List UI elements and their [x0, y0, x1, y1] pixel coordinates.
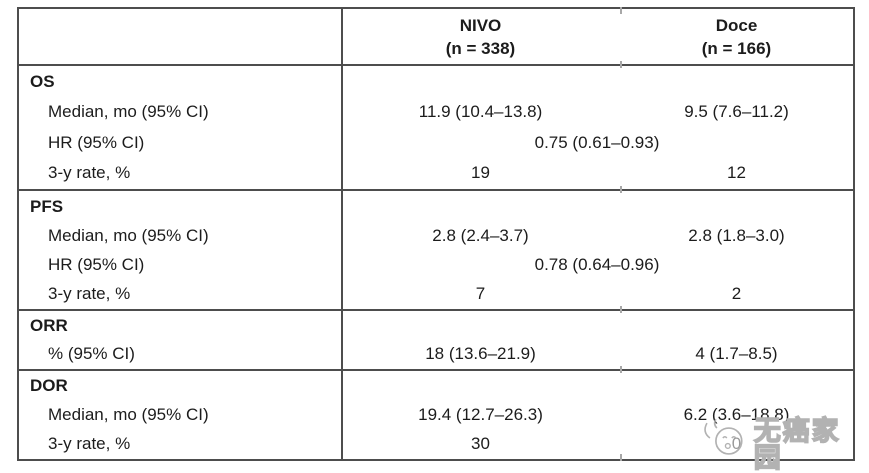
nivo-value: 19.4 (12.7–26.3) [418, 404, 543, 424]
nivo-value: 30 [471, 433, 490, 453]
section-pfs: PFS Median, mo (95% CI) 2.8 (2.4–3.7) 2.… [19, 189, 853, 309]
row-label: Median, mo (95% CI) [48, 102, 209, 122]
nivo-n: (n = 338) [445, 38, 516, 58]
table-row: Median, mo (95% CI) 11.9 (10.4–13.8) 9.5… [19, 102, 853, 122]
table-row: HR (95% CI) 0.75 (0.61–0.93) [19, 133, 853, 153]
nivo-value: 2.8 (2.4–3.7) [432, 225, 529, 245]
column-boundary-tick [620, 454, 622, 461]
section-os: OS Median, mo (95% CI) 11.9 (10.4–13.8) … [19, 64, 853, 189]
table-row: % (95% CI) 18 (13.6–21.9) 4 (1.7–8.5) [19, 344, 853, 364]
row-label: Median, mo (95% CI) [48, 225, 209, 245]
combined-value: 0.75 (0.61–0.93) [534, 132, 660, 152]
row-label: 3-y rate, % [48, 433, 131, 453]
column-boundary-tick [620, 61, 622, 68]
doce-value: 0 [731, 433, 742, 453]
doce-value: 12 [727, 162, 746, 182]
doce-name: Doce [715, 15, 758, 35]
table-row: PFS [19, 197, 853, 217]
section-title-orr: ORR [30, 316, 68, 335]
nivo-value: 7 [475, 283, 486, 303]
column-boundary-tick [620, 7, 622, 14]
combined-value: 0.78 (0.64–0.96) [534, 254, 660, 274]
nivo-name: NIVO [459, 15, 502, 35]
section-title-dor: DOR [30, 376, 68, 396]
results-table: NIVO (n = 338) Doce (n = 166) OS Median,… [17, 7, 855, 461]
column-boundary-tick [620, 186, 622, 193]
row-label: Median, mo (95% CI) [48, 404, 209, 424]
doce-value: 2 [731, 283, 742, 303]
doce-value: 6.2 (3.6–18.8) [683, 404, 790, 424]
row-label: HR (95% CI) [48, 254, 145, 274]
doce-value: 4 (1.7–8.5) [695, 344, 778, 363]
table-row: DOR [19, 376, 853, 396]
row-label: HR (95% CI) [48, 132, 145, 152]
table-row: OS [19, 72, 853, 92]
doce-n: (n = 166) [701, 38, 772, 58]
column-header-doce: Doce (n = 166) [620, 14, 853, 60]
section-title-pfs: PFS [30, 196, 64, 216]
section-orr: ORR % (95% CI) 18 (13.6–21.9) 4 (1.7–8.5… [19, 309, 853, 369]
nivo-value: 11.9 (10.4–13.8) [418, 102, 543, 122]
table-row: 3-y rate, % 7 2 [19, 284, 853, 304]
column-boundary-tick [620, 366, 622, 373]
table-header: NIVO (n = 338) Doce (n = 166) [19, 9, 853, 64]
column-header-nivo: NIVO (n = 338) [341, 14, 620, 60]
row-label: 3-y rate, % [48, 283, 131, 303]
table-row: ORR [19, 316, 853, 336]
doce-value: 2.8 (1.8–3.0) [688, 225, 785, 245]
table-row: 3-y rate, % 19 12 [19, 163, 853, 183]
doce-value: 9.5 (7.6–11.2) [684, 102, 789, 122]
row-label: 3-y rate, % [48, 162, 131, 182]
table-row: Median, mo (95% CI) 2.8 (2.4–3.7) 2.8 (1… [19, 226, 853, 246]
column-divider [341, 9, 343, 459]
nivo-value: 18 (13.6–21.9) [425, 344, 536, 363]
table-row: Median, mo (95% CI) 19.4 (12.7–26.3) 6.2… [19, 405, 853, 425]
nivo-value: 19 [471, 162, 490, 182]
section-title-os: OS [30, 72, 55, 92]
section-dor: DOR Median, mo (95% CI) 19.4 (12.7–26.3)… [19, 369, 853, 459]
column-boundary-tick [620, 306, 622, 313]
table-row: HR (95% CI) 0.78 (0.64–0.96) [19, 255, 853, 275]
row-label: % (95% CI) [48, 344, 135, 363]
table-row: 3-y rate, % 30 0 [19, 434, 853, 454]
